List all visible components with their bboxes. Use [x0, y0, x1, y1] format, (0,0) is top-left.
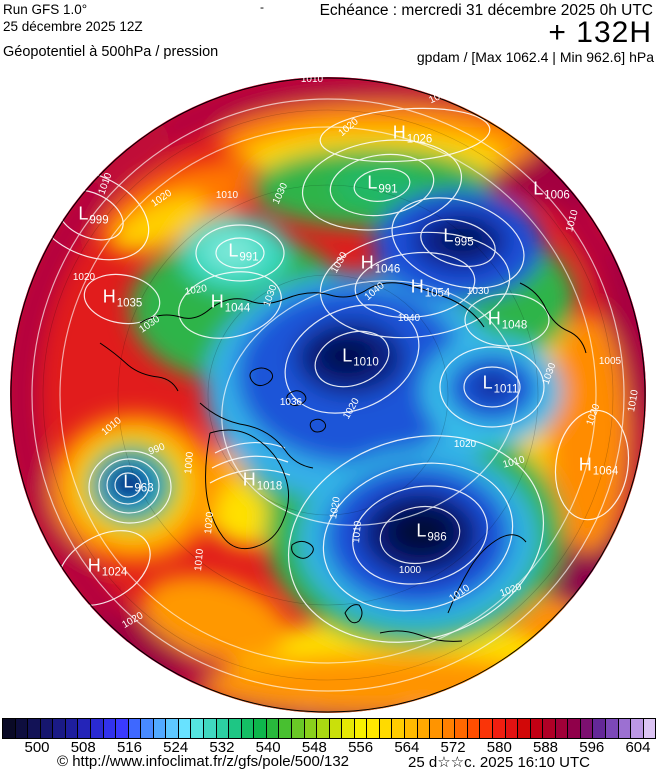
colorbar-cell: [606, 719, 619, 738]
colorbar-cell: [241, 719, 255, 738]
colorbar-cell: [317, 719, 330, 738]
colorbar-tick: 548: [301, 739, 327, 756]
stray-mark: -: [260, 0, 264, 14]
colorbar-tick: 500: [24, 739, 50, 756]
graticule: [42, 109, 614, 681]
coastlines: [99, 282, 587, 642]
colorbar-tick: 580: [486, 739, 512, 756]
colorbar-cell: [28, 719, 41, 738]
colorbar-cell: [367, 719, 380, 738]
colorbar-tick: 540: [255, 739, 281, 756]
colorbar-tick: 508: [70, 739, 96, 756]
colorbar-cell: [354, 719, 368, 738]
colorbar-cell: [40, 719, 54, 738]
forecast-offset-label: + 132H: [548, 16, 652, 49]
colorbar-cell: [279, 719, 292, 738]
colorbar-cell: [329, 719, 343, 738]
copyright-url: © http://www.infoclimat.fr/z/gfs/pole/50…: [57, 753, 350, 770]
colorbar-cell: [204, 719, 217, 738]
colorbar-cell: [392, 719, 405, 738]
map-disc-border: [10, 77, 646, 713]
geopotential-colorbar: [2, 718, 656, 739]
colorbar-cell: [15, 719, 29, 738]
colorbar-cell: [379, 719, 393, 738]
colorbar-cell: [103, 719, 117, 738]
colorbar-cell: [266, 719, 280, 738]
colorbar-cell: [166, 719, 179, 738]
colorbar-cell: [3, 719, 16, 738]
isobar-contours: [30, 98, 630, 692]
colorbar-cell: [568, 719, 581, 738]
colorbar-cell: [229, 719, 242, 738]
colorbar-cell: [580, 719, 594, 738]
colorbar-tick: 604: [625, 739, 651, 756]
colorbar-cell: [455, 719, 468, 738]
colorbar-cell: [543, 719, 556, 738]
run-model-label: Run GFS 1.0°: [3, 2, 88, 17]
colorbar-cell: [593, 719, 606, 738]
colorbar-cell: [405, 719, 418, 738]
colorbar-tick: 556: [348, 739, 374, 756]
colorbar-cell: [430, 719, 443, 738]
colorbar-cell: [304, 719, 318, 738]
polar-map: [0, 73, 656, 721]
colorbar-cell: [178, 719, 192, 738]
colorbar-cell: [492, 719, 506, 738]
colorbar-tick: 588: [533, 739, 559, 756]
colorbar-tick: 516: [116, 739, 142, 756]
colorbar-cell: [618, 719, 632, 738]
colorbar-cell: [342, 719, 355, 738]
colorbar-cell: [480, 719, 493, 738]
colorbar-cell: [505, 719, 519, 738]
colorbar-tick: 564: [394, 739, 420, 756]
colorbar-cell: [643, 719, 656, 738]
colorbar-cell: [555, 719, 569, 738]
colorbar-cell: [530, 719, 544, 738]
colorbar-cell: [291, 719, 305, 738]
colorbar-cell: [442, 719, 456, 738]
colorbar-cell: [467, 719, 481, 738]
run-date-label: 25 décembre 2025 12Z: [3, 19, 143, 34]
colorbar-cell: [153, 719, 167, 738]
generation-timestamp: 25 d☆☆c. 2025 16:10 UTC: [408, 754, 590, 771]
colorbar-tick: 532: [209, 739, 235, 756]
colorbar-cell: [128, 719, 142, 738]
geopotential-field: [10, 77, 646, 713]
colorbar-cell: [216, 719, 230, 738]
colorbar-cell: [191, 719, 204, 738]
units-minmax-label: gpdam / [Max 1062.4 | Min 962.6] hPa: [416, 49, 654, 65]
colorbar-cell: [78, 719, 91, 738]
colorbar-cell: [53, 719, 66, 738]
colorbar-tick: 596: [579, 739, 605, 756]
variable-label: Géopotentiel à 500hPa / pression: [3, 44, 219, 60]
colorbar-cell: [518, 719, 531, 738]
colorbar-cell: [65, 719, 79, 738]
colorbar-cell: [254, 719, 267, 738]
colorbar-cell: [90, 719, 104, 738]
map-canvas: [10, 77, 646, 713]
colorbar-tick-labels: 500 508 516 524 532 540 548 556 564 572 580 588 596 6…: [0, 739, 656, 756]
colorbar-tick: 524: [163, 739, 189, 756]
colorbar-cell: [631, 719, 644, 738]
colorbar-cell: [141, 719, 154, 738]
colorbar-cell: [116, 719, 129, 738]
colorbar-tick: 572: [440, 739, 466, 756]
colorbar-cell: [417, 719, 431, 738]
valid-time-label: Echéance : mercredi 31 décembre 2025 0h …: [319, 2, 653, 19]
